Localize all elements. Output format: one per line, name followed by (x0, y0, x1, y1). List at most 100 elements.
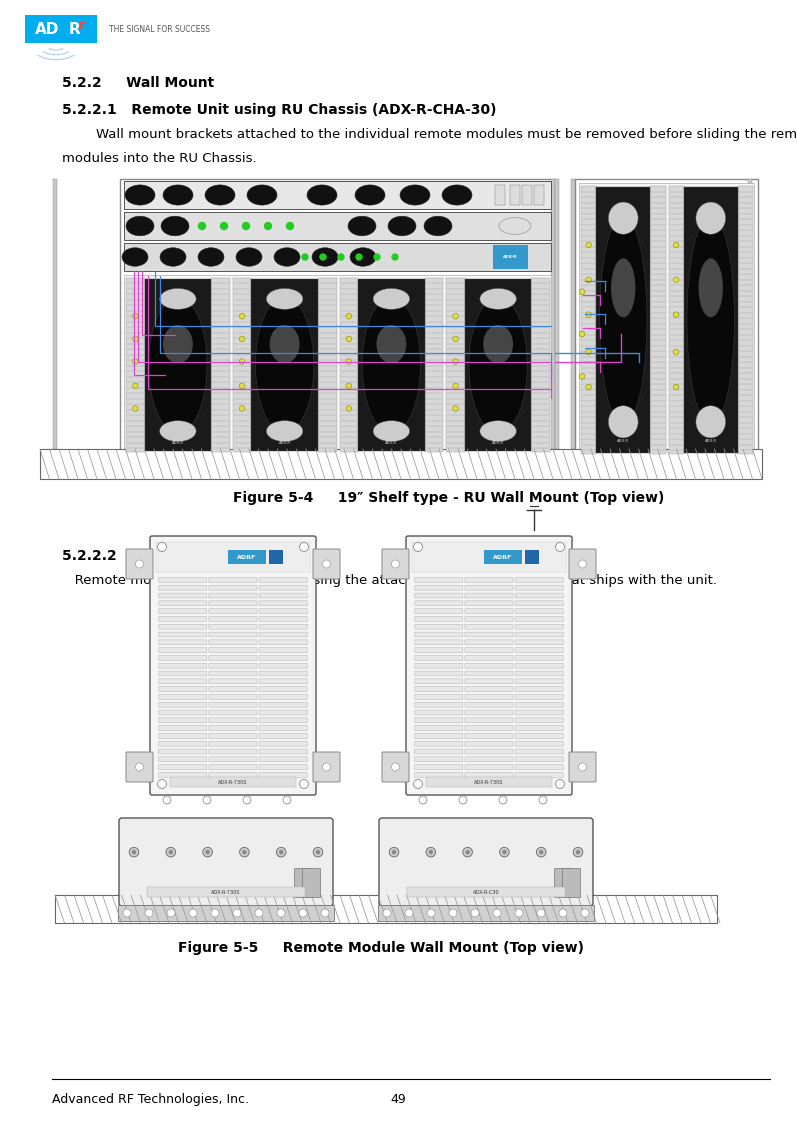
FancyBboxPatch shape (159, 718, 207, 723)
Ellipse shape (163, 185, 193, 205)
FancyBboxPatch shape (465, 640, 513, 645)
Ellipse shape (160, 248, 186, 266)
FancyBboxPatch shape (209, 741, 257, 746)
FancyBboxPatch shape (209, 679, 257, 684)
Circle shape (374, 254, 380, 260)
Circle shape (515, 909, 523, 917)
FancyBboxPatch shape (159, 632, 207, 637)
Bar (493, 245, 528, 269)
Bar (147, 887, 305, 897)
FancyBboxPatch shape (259, 726, 308, 731)
FancyBboxPatch shape (159, 640, 207, 645)
FancyBboxPatch shape (465, 616, 513, 621)
Circle shape (338, 254, 344, 260)
FancyBboxPatch shape (159, 601, 207, 606)
Circle shape (579, 560, 587, 568)
Bar (532, 278, 550, 452)
FancyBboxPatch shape (465, 741, 513, 746)
FancyBboxPatch shape (119, 818, 333, 906)
Circle shape (206, 851, 210, 854)
FancyBboxPatch shape (515, 741, 563, 746)
FancyBboxPatch shape (465, 593, 513, 598)
Text: F: F (79, 21, 87, 32)
FancyBboxPatch shape (465, 749, 513, 754)
Ellipse shape (696, 202, 725, 234)
Circle shape (123, 909, 131, 917)
Circle shape (405, 909, 413, 917)
Circle shape (233, 909, 241, 917)
FancyBboxPatch shape (465, 624, 513, 629)
Circle shape (158, 543, 167, 552)
Circle shape (132, 359, 138, 364)
FancyBboxPatch shape (515, 749, 563, 754)
Circle shape (673, 277, 679, 283)
Text: 5.2.2.1   Remote Unit using RU Chassis (ADX-R-CHA-30): 5.2.2.1 Remote Unit using RU Chassis (AD… (62, 103, 497, 116)
FancyBboxPatch shape (515, 702, 563, 707)
FancyBboxPatch shape (126, 549, 153, 579)
Ellipse shape (274, 248, 300, 266)
Circle shape (465, 851, 469, 854)
Bar (269, 550, 283, 564)
Circle shape (189, 909, 197, 917)
FancyBboxPatch shape (414, 734, 463, 739)
Bar (575, 179, 758, 461)
Ellipse shape (699, 258, 723, 318)
FancyBboxPatch shape (465, 608, 513, 613)
Circle shape (575, 851, 580, 854)
FancyBboxPatch shape (159, 741, 207, 746)
FancyBboxPatch shape (515, 616, 563, 621)
Circle shape (383, 909, 391, 917)
Circle shape (221, 223, 227, 230)
FancyBboxPatch shape (465, 734, 513, 739)
FancyBboxPatch shape (159, 648, 207, 653)
Circle shape (499, 796, 507, 804)
Bar (684, 187, 738, 454)
FancyBboxPatch shape (209, 726, 257, 731)
Bar (251, 279, 318, 451)
FancyBboxPatch shape (209, 671, 257, 676)
FancyBboxPatch shape (414, 726, 463, 731)
Ellipse shape (266, 421, 303, 441)
Circle shape (255, 909, 263, 917)
FancyBboxPatch shape (259, 578, 308, 582)
FancyBboxPatch shape (414, 616, 463, 621)
Circle shape (316, 851, 320, 854)
Bar (40, 449, 762, 480)
Circle shape (239, 313, 245, 319)
FancyBboxPatch shape (414, 593, 463, 598)
FancyBboxPatch shape (259, 710, 308, 715)
FancyBboxPatch shape (259, 632, 308, 637)
FancyBboxPatch shape (209, 734, 257, 739)
Circle shape (166, 847, 175, 857)
Circle shape (323, 763, 331, 771)
Circle shape (356, 254, 362, 260)
Circle shape (536, 847, 546, 857)
Circle shape (579, 763, 587, 771)
Ellipse shape (442, 185, 472, 205)
Circle shape (320, 254, 326, 260)
FancyBboxPatch shape (465, 702, 513, 707)
Bar (233, 278, 251, 452)
Text: 5.2.2.2   Individual Remote Module: 5.2.2.2 Individual Remote Module (62, 549, 336, 563)
FancyBboxPatch shape (414, 694, 463, 699)
FancyBboxPatch shape (465, 765, 513, 769)
FancyBboxPatch shape (159, 765, 207, 769)
Circle shape (240, 847, 249, 857)
FancyBboxPatch shape (414, 608, 463, 613)
Circle shape (135, 763, 143, 771)
FancyBboxPatch shape (209, 687, 257, 691)
Circle shape (300, 543, 308, 552)
FancyBboxPatch shape (209, 601, 257, 606)
Circle shape (346, 359, 351, 364)
Circle shape (302, 254, 308, 260)
FancyBboxPatch shape (515, 718, 563, 723)
Bar (294, 869, 312, 897)
Circle shape (427, 909, 435, 917)
Ellipse shape (608, 406, 638, 438)
FancyBboxPatch shape (159, 663, 207, 668)
FancyBboxPatch shape (259, 687, 308, 691)
FancyBboxPatch shape (159, 772, 207, 777)
FancyBboxPatch shape (414, 648, 463, 653)
FancyBboxPatch shape (465, 687, 513, 691)
Circle shape (321, 909, 329, 917)
